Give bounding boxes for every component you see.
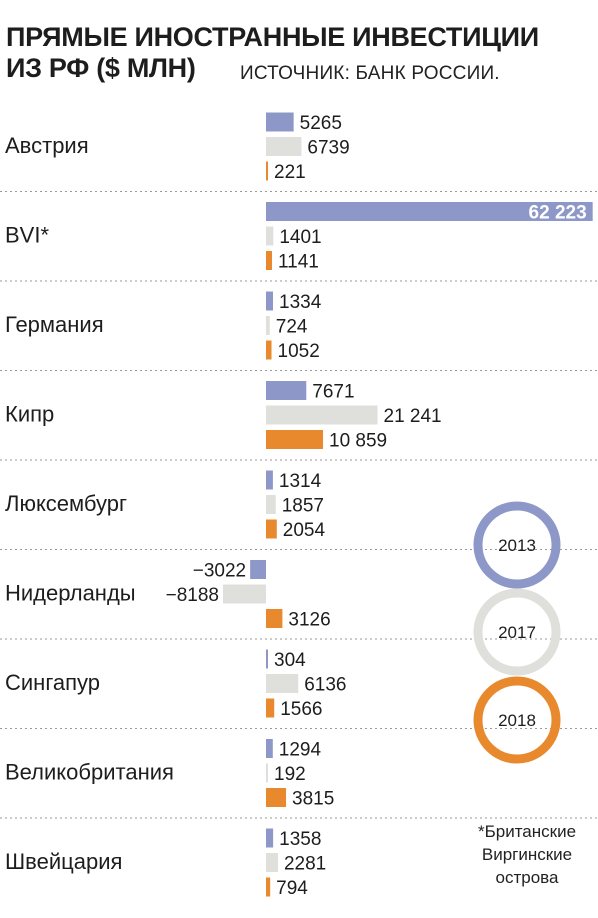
value-label: 3126 <box>288 610 330 631</box>
footnote-line-2: Виргинские <box>481 845 573 864</box>
value-label: 1314 <box>279 471 322 492</box>
chart-source: ИСТОЧНИК: БАНК РОССИИ. <box>240 63 500 84</box>
bar-2013 <box>250 560 266 579</box>
bar-2017 <box>223 584 266 604</box>
category-label: BVI* <box>5 223 49 248</box>
category-label: Германия <box>5 312 104 337</box>
value-label: −3022 <box>193 561 246 582</box>
bar-2013 <box>266 649 268 669</box>
legend-ring <box>473 501 561 589</box>
value-label: 794 <box>276 878 308 899</box>
value-label: 192 <box>274 764 306 785</box>
footnote: *Британские Виргинские острова <box>462 820 592 889</box>
legend: 2013 2017 2018 <box>473 501 561 764</box>
category-row: Кипр 7671 21 241 10 859 <box>0 381 598 461</box>
bar-2013 <box>266 828 274 848</box>
legend-item-2017: 2017 <box>473 588 561 676</box>
bar-2013 <box>266 112 294 132</box>
bar-2018 <box>266 609 283 628</box>
value-label: 2281 <box>284 854 326 875</box>
legend-ring <box>473 588 561 676</box>
value-label: 6739 <box>307 138 349 159</box>
category-row: Сингапур 304 6136 1566 <box>0 649 598 729</box>
legend-label: 2013 <box>498 536 536 555</box>
chart-title-line-1: ПРЯМЫЕ ИНОСТРАННЫЕ ИНВЕСТИЦИИ <box>6 22 539 52</box>
value-label: 221 <box>274 162 306 183</box>
bar-2013 <box>266 739 273 758</box>
bar-2013 <box>266 381 307 400</box>
legend-ring <box>473 676 561 764</box>
bar-2013 <box>266 291 274 311</box>
value-label: 304 <box>274 650 306 671</box>
value-label: 62 223 <box>529 203 587 224</box>
bar-2017 <box>266 137 302 156</box>
legend-label: 2018 <box>498 711 536 730</box>
category-label: Великобритания <box>5 760 174 785</box>
value-label: 1401 <box>279 227 321 248</box>
footnote-line-3: острова <box>495 868 559 887</box>
category-row: Швейцария 1358 2281 794 <box>5 828 326 899</box>
value-label: 7671 <box>312 382 354 403</box>
bar-2017 <box>266 316 270 335</box>
category-row: Германия 1334 724 1052 <box>0 291 598 371</box>
chart-title-line-2: ИЗ РФ ($ МЛН) <box>6 53 196 83</box>
value-label: 1052 <box>278 341 320 362</box>
value-label: 1566 <box>280 699 322 720</box>
bar-2018 <box>266 877 271 897</box>
legend-label: 2017 <box>498 623 536 642</box>
value-label: 724 <box>276 317 308 338</box>
bar-2018 <box>266 161 268 181</box>
value-label: 1294 <box>279 740 322 761</box>
category-label: Швейцария <box>5 849 122 874</box>
category-label: Сингапур <box>5 670 100 695</box>
bar-2018 <box>266 788 287 807</box>
value-label: 6136 <box>304 675 346 696</box>
value-label: 1141 <box>278 252 319 273</box>
value-label: 1857 <box>282 496 324 517</box>
bar-2017 <box>266 226 274 246</box>
legend-item-2013: 2013 <box>473 501 561 589</box>
value-label: 2054 <box>283 520 326 541</box>
bar-2017 <box>266 405 378 425</box>
bar-2018 <box>266 519 277 539</box>
category-row: Нидерланды −3022 −8188 3126 <box>0 560 598 640</box>
bar-2018 <box>266 251 272 270</box>
value-label: 21 241 <box>384 406 442 427</box>
bar-2018 <box>266 698 275 718</box>
category-label: Австрия <box>5 133 89 158</box>
value-label: 3815 <box>292 789 334 810</box>
category-row: Великобритания 1294 192 3815 <box>0 739 598 819</box>
value-label: 10 859 <box>329 431 387 452</box>
bar-2017 <box>266 674 299 693</box>
category-label: Кипр <box>5 402 54 427</box>
category-row: Люксембург 1314 1857 2054 <box>0 470 598 550</box>
bar-2018 <box>266 340 272 360</box>
category-label: Нидерланды <box>5 581 136 606</box>
category-row: BVI* 62 223 1401 1141 <box>0 202 598 282</box>
value-label: 5265 <box>300 113 342 134</box>
value-label: −8188 <box>166 585 219 606</box>
bar-2017 <box>266 763 268 783</box>
value-label: 1358 <box>279 829 321 850</box>
category-label: Люксембург <box>5 491 127 516</box>
bar-2013 <box>266 202 593 221</box>
bar-2017 <box>266 853 278 872</box>
bar-2013 <box>266 470 273 490</box>
footnote-line-1: *Британские <box>477 822 577 841</box>
chart-title: ПРЯМЫЕ ИНОСТРАННЫЕ ИНВЕСТИЦИИ ИЗ РФ ($ М… <box>6 22 539 84</box>
legend-item-2018: 2018 <box>473 676 561 764</box>
value-label: 1334 <box>279 292 322 313</box>
bar-2017 <box>266 495 276 514</box>
bar-2018 <box>266 430 324 449</box>
